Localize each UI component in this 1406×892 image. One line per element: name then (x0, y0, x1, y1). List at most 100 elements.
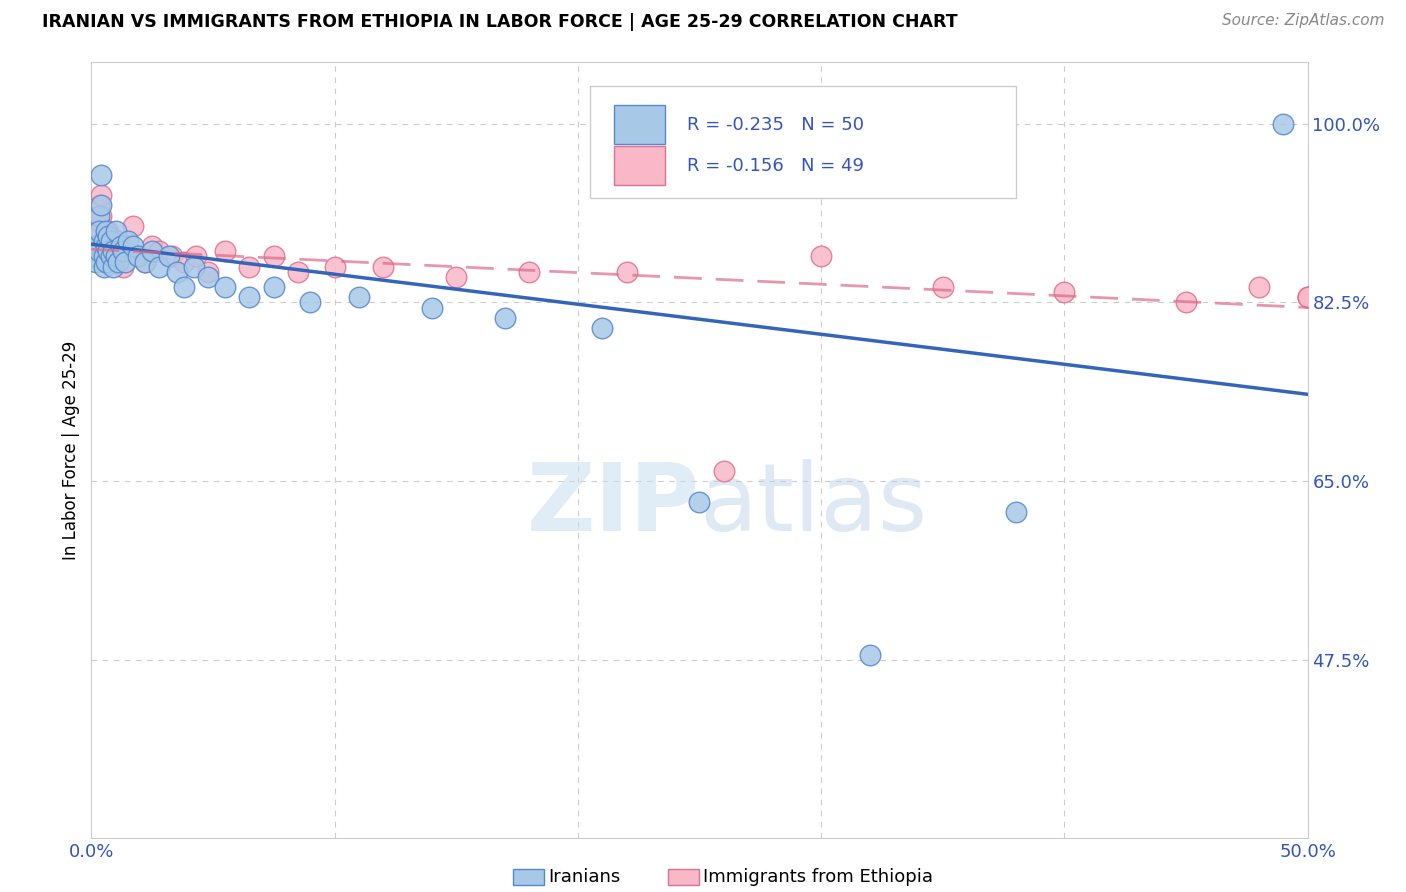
Point (214, 244, 236, 259)
Point (97, 224, 120, 238)
Point (517, 265, 540, 279)
Point (104, 249, 127, 264)
Point (148, 260, 170, 274)
Point (83, 249, 105, 264)
Point (214, 280, 236, 294)
Point (94, 229, 117, 244)
Point (591, 321, 613, 335)
Point (127, 249, 149, 264)
Point (104, 224, 127, 238)
Point (444, 269, 467, 284)
Point (197, 265, 219, 279)
Point (688, 494, 710, 508)
Point (94, 244, 117, 259)
Point (100, 249, 122, 264)
Point (263, 280, 285, 294)
Point (83, 249, 105, 264)
Point (87, 244, 110, 259)
Point (90, 168, 112, 182)
Text: R = -0.235   N = 50: R = -0.235 N = 50 (688, 116, 865, 134)
Point (83, 244, 105, 259)
Point (100, 234, 122, 248)
Point (197, 269, 219, 284)
Point (810, 249, 832, 264)
Point (184, 249, 207, 264)
Point (87, 209, 110, 223)
Point (299, 295, 322, 310)
Point (104, 249, 127, 264)
Point (84, 229, 107, 244)
Point (87, 224, 110, 238)
Point (94, 239, 117, 253)
Text: ZIP: ZIP (527, 458, 699, 550)
Point (103, 260, 125, 274)
Point (107, 234, 129, 248)
Point (83, 239, 105, 253)
Point (110, 239, 132, 253)
Point (97, 244, 120, 259)
Point (713, 464, 735, 478)
Point (93, 239, 115, 253)
Y-axis label: In Labor Force | Age 25-29: In Labor Force | Age 25-29 (62, 341, 80, 560)
Point (97, 229, 120, 244)
Point (859, 648, 882, 662)
Point (100, 239, 122, 253)
Point (263, 249, 285, 264)
Point (323, 260, 346, 274)
Point (141, 244, 163, 259)
Point (141, 239, 163, 253)
Point (87, 213, 110, 227)
Point (90, 209, 112, 223)
Point (107, 254, 129, 268)
Point (111, 260, 134, 274)
Point (1272, 117, 1295, 131)
Point (87, 198, 110, 212)
Point (148, 244, 170, 259)
Point (166, 265, 188, 279)
Point (1175, 295, 1198, 310)
Point (87, 239, 110, 253)
Point (94, 254, 117, 268)
FancyBboxPatch shape (591, 86, 1015, 198)
Point (616, 265, 638, 279)
Point (90, 188, 112, 202)
Text: Source: ZipAtlas.com: Source: ZipAtlas.com (1222, 13, 1385, 29)
Point (103, 244, 125, 259)
Bar (614, 146, 665, 185)
Point (93, 234, 115, 248)
Point (84, 244, 107, 259)
Point (494, 310, 516, 325)
Point (1296, 290, 1319, 304)
Point (173, 280, 195, 294)
Point (1296, 290, 1319, 304)
Point (110, 239, 132, 253)
Point (93, 254, 115, 268)
Point (127, 249, 149, 264)
Point (173, 254, 195, 268)
Point (117, 234, 139, 248)
Point (97, 249, 120, 264)
Point (134, 254, 156, 268)
Text: atlas: atlas (699, 458, 928, 550)
Point (93, 260, 115, 274)
Point (103, 244, 125, 259)
Point (111, 244, 134, 259)
Point (121, 219, 143, 233)
Point (121, 239, 143, 253)
Point (90, 198, 112, 212)
Point (238, 260, 260, 274)
Point (134, 254, 156, 268)
Point (287, 265, 309, 279)
Point (183, 260, 205, 274)
Point (347, 290, 370, 304)
Point (157, 249, 180, 264)
Point (1296, 290, 1319, 304)
Point (117, 244, 139, 259)
Point (84, 254, 107, 268)
Text: Immigrants from Ethiopia: Immigrants from Ethiopia (703, 868, 934, 886)
Point (420, 301, 443, 315)
Point (1247, 280, 1270, 294)
Text: Iranians: Iranians (548, 868, 620, 886)
Text: R = -0.156   N = 49: R = -0.156 N = 49 (688, 157, 865, 175)
Text: IRANIAN VS IMMIGRANTS FROM ETHIOPIA IN LABOR FORCE | AGE 25-29 CORRELATION CHART: IRANIAN VS IMMIGRANTS FROM ETHIOPIA IN L… (42, 13, 957, 31)
